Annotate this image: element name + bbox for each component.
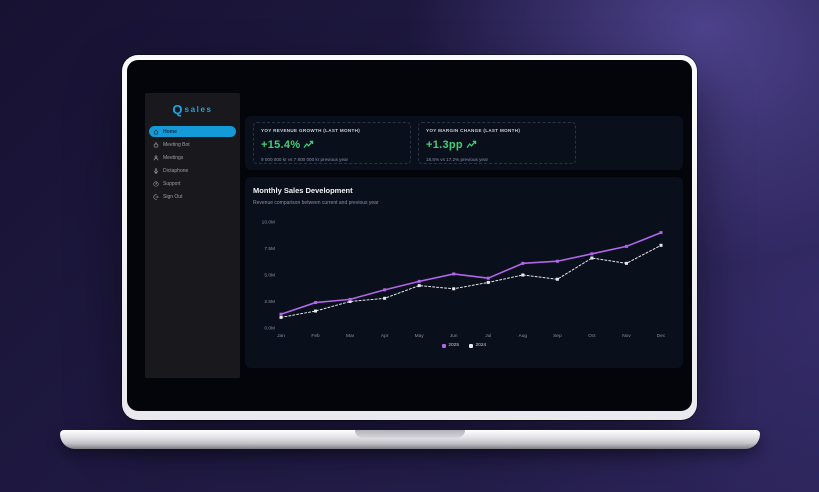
x-tick-label: Sep	[553, 333, 562, 339]
data-point-2025	[521, 261, 525, 265]
sidebar-item-label: Meetings	[163, 154, 184, 161]
sidebar-item-meetings[interactable]: Meetings	[149, 152, 236, 163]
chart-title: Monthly Sales Development	[253, 186, 353, 195]
data-point-2025	[452, 272, 456, 276]
support-icon	[153, 180, 159, 187]
kpi-panel: YOY REVENUE GROWTH (LAST MONTH) +15.4% 9…	[245, 116, 683, 170]
sidebar-item-dictaphone[interactable]: Dictaphone	[149, 165, 236, 176]
sales-line-chart: 0.0M 2.5M 5.0M 7.5M 10.0M Jan Feb Mar Apr May Jun J…	[262, 220, 666, 339]
chart-panel: Monthly Sales Development Revenue compar…	[245, 177, 683, 368]
app-logo[interactable]: Q sales	[145, 93, 240, 117]
x-tick-label: Aug	[519, 333, 528, 339]
kpi-title: YOY REVENUE GROWTH (LAST MONTH)	[261, 128, 361, 133]
data-point-2024	[590, 256, 594, 260]
meetings-icon	[153, 154, 159, 161]
sidebar-item-label: Meeting Bot	[163, 141, 190, 148]
sign-out-icon	[153, 193, 159, 200]
x-tick-label: Apr	[381, 333, 389, 339]
laptop-screen-frame: Q sales Home Meeting Bot	[122, 55, 697, 420]
meeting-bot-icon	[153, 141, 159, 148]
series-line-2025	[280, 231, 662, 316]
laptop-screen: Q sales Home Meeting Bot	[127, 60, 692, 411]
data-point-2024	[659, 243, 663, 247]
laptop-base	[60, 430, 760, 449]
kpi-card-revenue-growth: YOY REVENUE GROWTH (LAST MONTH) +15.4% 9…	[253, 122, 411, 164]
x-tick-label: Jan	[277, 333, 285, 339]
x-tick-label: Mar	[346, 333, 355, 339]
data-point-2024	[314, 309, 318, 313]
data-point-2025	[314, 301, 318, 305]
data-point-2024	[624, 261, 628, 265]
logo-q-mark: Q	[172, 102, 183, 117]
legend-swatch	[469, 343, 473, 348]
legend-item-2024[interactable]: 2024	[469, 343, 486, 348]
kpi-value: +1.3pp	[426, 139, 463, 151]
x-tick-label: Nov	[622, 333, 631, 339]
legend-item-2025[interactable]: 2025	[441, 343, 459, 348]
x-tick-label: May	[415, 333, 425, 339]
data-point-2025	[590, 252, 594, 256]
home-icon	[153, 129, 159, 135]
y-tick-label: 2.5M	[264, 299, 275, 305]
y-tick-label: 5.0M	[264, 273, 275, 279]
sidebar-item-meeting-bot[interactable]: Meeting Bot	[149, 139, 236, 150]
data-point-2025	[624, 244, 628, 248]
kpi-subtext: 9 000 000 kr vs 7 800 000 kr previous ye…	[261, 157, 349, 162]
data-point-2025	[659, 231, 663, 235]
legend-label: 2025	[448, 343, 459, 348]
data-point-2025	[417, 279, 421, 283]
kpi-title: YOY MARGIN CHANGE (LAST MONTH)	[426, 128, 521, 133]
kpi-card-margin-change: YOY MARGIN CHANGE (LAST MONTH) +1.3pp 18…	[418, 122, 576, 164]
x-tick-label: Oct	[588, 333, 596, 339]
kpi-subtext: 18.5% vs 17.2% previous year	[426, 157, 489, 162]
dictaphone-icon	[153, 167, 159, 174]
chart-legend: 2025 2024	[245, 343, 683, 348]
trend-up-icon	[303, 136, 314, 154]
data-point-2025	[555, 259, 559, 263]
data-point-2025	[348, 297, 352, 301]
data-point-2024	[555, 277, 559, 281]
x-tick-label: Dec	[657, 333, 666, 339]
data-point-2024	[383, 296, 387, 300]
x-tick-label: Jul	[485, 333, 491, 339]
data-point-2024	[521, 273, 525, 277]
y-tick-label: 7.5M	[264, 246, 275, 252]
data-point-2024	[348, 300, 352, 303]
sidebar: Q sales Home Meeting Bot	[145, 93, 240, 378]
series-line-2024	[280, 244, 662, 318]
trend-up-icon	[466, 136, 477, 154]
laptop-notch	[355, 430, 465, 438]
sidebar-item-label: Home	[163, 128, 177, 135]
y-tick-label: 0.0M	[264, 326, 275, 332]
x-tick-label: Jun	[450, 333, 458, 339]
data-point-2024	[417, 284, 421, 288]
data-point-2025	[486, 276, 490, 280]
x-tick-label: Feb	[311, 333, 320, 339]
sidebar-item-support[interactable]: Support	[149, 178, 236, 189]
sidebar-item-home[interactable]: Home	[149, 126, 236, 137]
data-point-2024	[279, 315, 283, 319]
y-tick-label: 10.0M	[262, 220, 275, 226]
legend-label: 2024	[475, 343, 487, 348]
data-point-2024	[452, 287, 456, 291]
sidebar-item-label: Support	[163, 180, 181, 187]
sidebar-item-sign-out[interactable]: Sign Out	[149, 191, 236, 202]
data-point-2025	[383, 288, 387, 292]
data-point-2024	[486, 280, 490, 284]
sidebar-item-label: Dictaphone	[163, 167, 189, 174]
chart-subtitle: Revenue comparison between current and p…	[253, 200, 379, 206]
legend-swatch	[441, 343, 446, 348]
sidebar-item-label: Sign Out	[163, 193, 183, 200]
logo-wordmark: sales	[184, 105, 213, 114]
sidebar-nav: Home Meeting Bot Meetings	[145, 126, 240, 204]
kpi-value: +15.4%	[261, 139, 301, 151]
data-point-2025	[279, 312, 283, 316]
